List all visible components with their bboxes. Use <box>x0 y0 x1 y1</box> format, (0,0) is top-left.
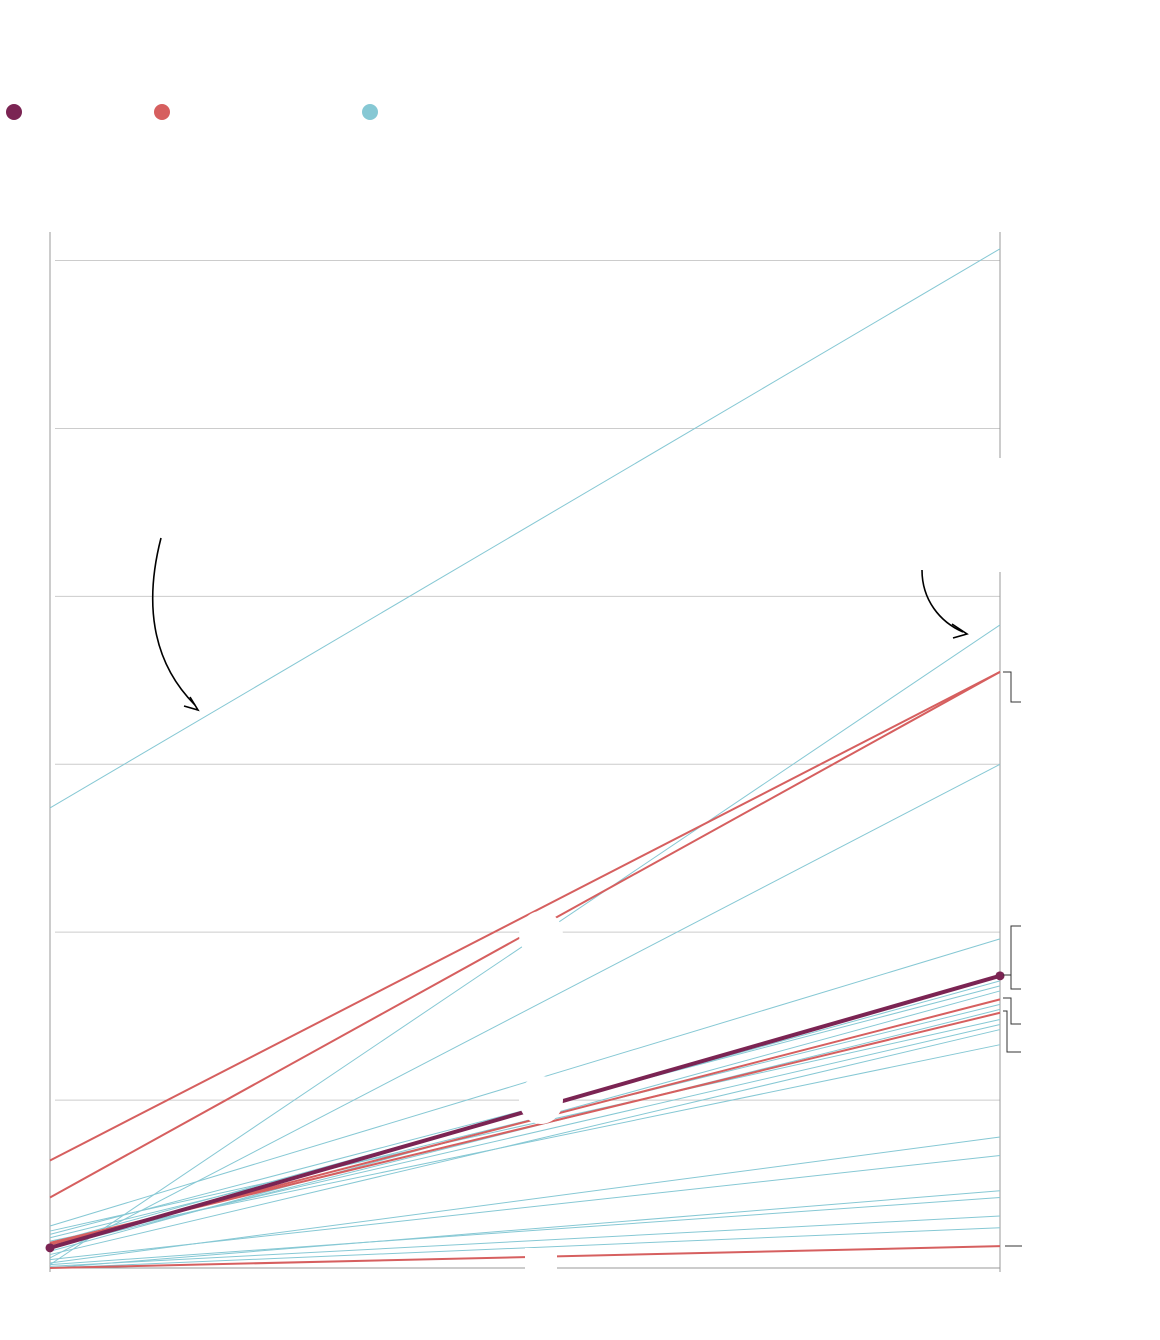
slope-line <box>49 938 1001 1227</box>
slope-line <box>49 1227 1001 1269</box>
legend-dot <box>154 104 170 120</box>
start-dot <box>45 1243 55 1253</box>
slope-line <box>49 1215 1001 1267</box>
annotations <box>151 537 969 712</box>
slope-line <box>49 1019 1001 1232</box>
arrow <box>921 569 964 633</box>
arrow-head <box>183 696 200 712</box>
end-dot <box>995 971 1005 981</box>
slope-line <box>49 248 1001 809</box>
arrow-head <box>951 623 969 639</box>
brackets <box>1003 671 1022 1247</box>
slope-line <box>49 1155 1001 1261</box>
label-masks <box>519 911 563 1272</box>
slope-line <box>49 1190 1001 1269</box>
legend <box>6 104 378 120</box>
legend-dot <box>362 104 378 120</box>
slope-line <box>49 1024 1001 1245</box>
slope-line <box>49 763 1001 1259</box>
slope-line <box>49 1029 1001 1256</box>
slope-line <box>49 1196 1001 1266</box>
arrow <box>151 537 196 706</box>
slope-line <box>49 671 1001 1162</box>
legend-dot <box>6 104 22 120</box>
grid <box>55 260 1000 1101</box>
slope-line <box>49 1044 1001 1242</box>
